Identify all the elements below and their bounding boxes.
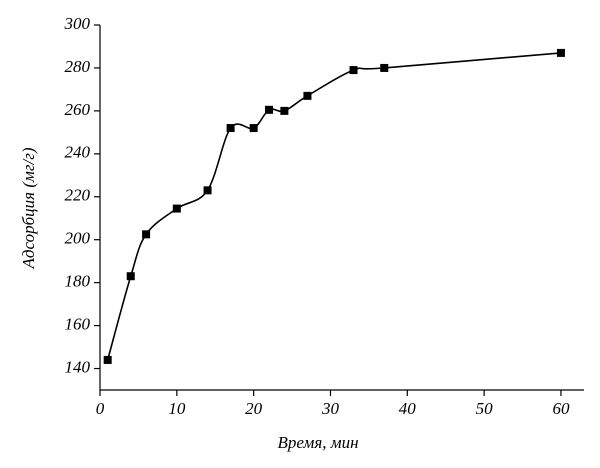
x-tick-label: 40 bbox=[399, 399, 417, 418]
y-tick-label: 240 bbox=[65, 143, 91, 162]
y-axis-label: Адсорбция (мг/г) bbox=[19, 147, 38, 269]
data-point bbox=[556, 48, 565, 57]
data-point bbox=[226, 124, 235, 133]
x-tick-label: 50 bbox=[476, 399, 494, 418]
data-point bbox=[280, 106, 289, 115]
y-tick-label: 160 bbox=[65, 314, 91, 333]
x-axis-label: Время, мин bbox=[277, 433, 358, 452]
y-tick-label: 280 bbox=[65, 57, 91, 76]
data-point bbox=[126, 272, 135, 281]
x-tick-label: 20 bbox=[245, 399, 263, 418]
x-tick-label: 10 bbox=[168, 399, 186, 418]
data-point bbox=[172, 204, 181, 213]
data-point bbox=[249, 124, 258, 133]
x-tick-label: 60 bbox=[552, 399, 570, 418]
y-tick-label: 300 bbox=[64, 14, 91, 33]
y-tick-label: 180 bbox=[65, 272, 91, 291]
x-tick-label: 0 bbox=[96, 399, 105, 418]
y-tick-label: 200 bbox=[65, 229, 91, 248]
x-tick-label: 30 bbox=[321, 399, 340, 418]
y-tick-label: 140 bbox=[65, 357, 91, 376]
data-point bbox=[203, 186, 212, 195]
y-tick-label: 220 bbox=[65, 186, 91, 205]
data-point bbox=[265, 105, 274, 114]
data-point bbox=[142, 230, 151, 239]
data-point bbox=[303, 91, 312, 100]
data-point bbox=[103, 355, 112, 364]
data-point bbox=[349, 66, 358, 75]
y-tick-label: 260 bbox=[65, 100, 91, 119]
data-point bbox=[380, 63, 389, 72]
